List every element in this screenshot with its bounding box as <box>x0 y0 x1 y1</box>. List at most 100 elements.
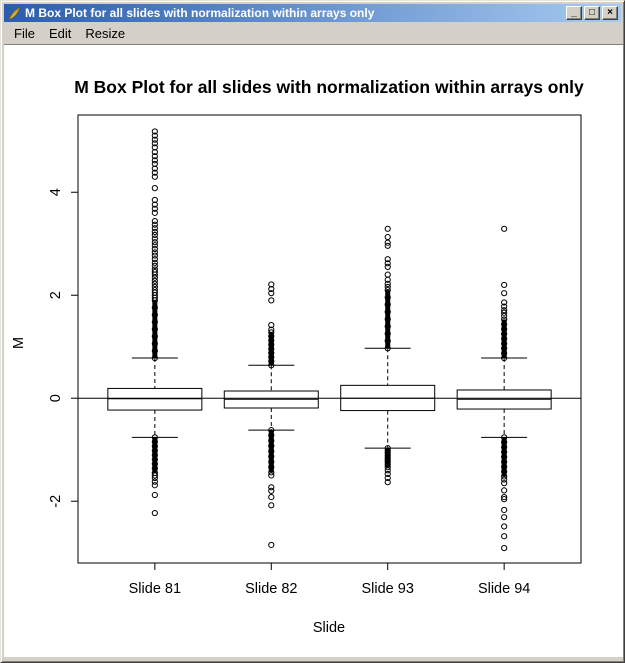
outlier-point <box>151 173 158 180</box>
outlier-point <box>151 205 158 212</box>
outlier-point <box>151 277 158 284</box>
outlier-point <box>151 225 158 232</box>
minimize-button[interactable]: _ <box>566 6 582 20</box>
outlier-point <box>501 487 508 494</box>
outlier-point <box>384 280 391 288</box>
outlier-point <box>151 252 158 259</box>
plot-client-area: M Box Plot for all slides with normaliza… <box>4 44 623 657</box>
window-title: M Box Plot for all slides with normaliza… <box>25 6 375 20</box>
outlier-point <box>384 260 391 267</box>
outlier-point <box>268 329 275 336</box>
close-button[interactable]: × <box>602 6 618 20</box>
outlier-point <box>151 228 158 235</box>
outlier-point <box>151 340 158 347</box>
outlier-point <box>151 209 158 216</box>
outlier-point <box>384 256 391 263</box>
outlier-dense-stack <box>152 300 158 359</box>
menu-edit[interactable]: Edit <box>48 25 72 41</box>
outlier-point <box>384 345 391 352</box>
maximize-button[interactable]: □ <box>584 6 600 20</box>
outlier-point <box>151 196 158 204</box>
y-tick-label: -2 <box>48 495 64 508</box>
iqr-box <box>107 387 203 411</box>
outlier-point <box>384 225 391 232</box>
outlier-point <box>151 153 158 160</box>
outlier-point <box>501 514 508 521</box>
title-bar[interactable]: M Box Plot for all slides with normaliza… <box>4 4 621 22</box>
x-tick-label: Slide 94 <box>478 581 530 597</box>
chart-title: M Box Plot for all slides with normaliza… <box>74 77 584 97</box>
outlier-point <box>268 341 275 348</box>
window-controls: _ □ × <box>566 6 618 20</box>
menu-resize[interactable]: Resize <box>85 25 126 41</box>
outlier-point <box>151 256 158 263</box>
outlier-point <box>384 263 391 271</box>
outlier-point <box>384 323 391 330</box>
outlier-point <box>151 509 158 517</box>
outlier-point <box>268 358 275 365</box>
outlier-point <box>384 316 391 323</box>
outlier-point <box>151 157 158 164</box>
outlier-point <box>151 280 158 288</box>
outlier-point <box>501 303 508 310</box>
outlier-point <box>151 311 158 318</box>
outlier-point <box>151 452 158 459</box>
outlier-point <box>151 283 158 291</box>
outlier-point <box>384 445 391 452</box>
outlier-point <box>268 472 275 479</box>
outlier-dense-stack <box>385 290 391 349</box>
outlier-point <box>268 333 275 340</box>
outlier-point <box>268 297 275 304</box>
outlier-point <box>151 245 158 252</box>
outlier-point <box>384 233 391 241</box>
x-tick-label: Slide 93 <box>362 581 414 597</box>
outlier-point <box>151 144 158 151</box>
outlier-point <box>151 447 158 454</box>
outlier-point <box>268 353 275 361</box>
outlier-point <box>151 242 158 249</box>
outlier-point <box>151 286 158 294</box>
outlier-point <box>151 262 158 269</box>
outlier-point <box>151 165 158 172</box>
feather-icon <box>8 6 21 20</box>
outlier-point <box>151 268 158 276</box>
outlier-point <box>384 308 391 316</box>
outlier-point <box>151 434 158 441</box>
outlier-dense-stack <box>268 430 274 473</box>
x-axis-label: Slide <box>313 620 345 636</box>
outlier-point <box>384 286 391 294</box>
outlier-dense-stack <box>501 319 507 359</box>
outlier-point <box>501 533 508 540</box>
outlier-point <box>151 482 158 489</box>
outlier-point <box>151 333 158 340</box>
outlier-point <box>268 502 275 509</box>
outlier-point <box>151 465 158 472</box>
outlier-point <box>151 460 158 468</box>
outlier-point <box>268 484 275 491</box>
outlier-point <box>384 330 391 337</box>
x-tick-label: Slide 81 <box>129 581 181 597</box>
outlier-point <box>151 318 158 326</box>
outlier-point <box>501 309 508 316</box>
outlier-point <box>151 443 158 450</box>
outlier-point <box>268 281 275 288</box>
outlier-point <box>384 467 391 474</box>
outlier-dense-stack <box>152 437 158 473</box>
outlier-point <box>501 496 508 503</box>
outlier-dense-stack <box>501 437 507 477</box>
outlier-point <box>384 447 391 454</box>
outlier-point <box>151 474 158 482</box>
outlier-point <box>151 221 158 228</box>
outlier-point <box>384 294 391 301</box>
outlier-point <box>384 301 391 308</box>
y-tick-label: 0 <box>48 394 64 402</box>
y-tick-label: 2 <box>48 291 64 299</box>
x-tick-label: Slide 82 <box>245 581 297 597</box>
outlier-point <box>151 326 158 333</box>
outlier-point <box>151 472 158 479</box>
outlier-point <box>384 337 391 345</box>
y-tick-label: 4 <box>48 188 64 196</box>
outlier-point <box>501 506 508 514</box>
menu-file[interactable]: File <box>14 25 35 41</box>
outlier-point <box>501 434 508 441</box>
